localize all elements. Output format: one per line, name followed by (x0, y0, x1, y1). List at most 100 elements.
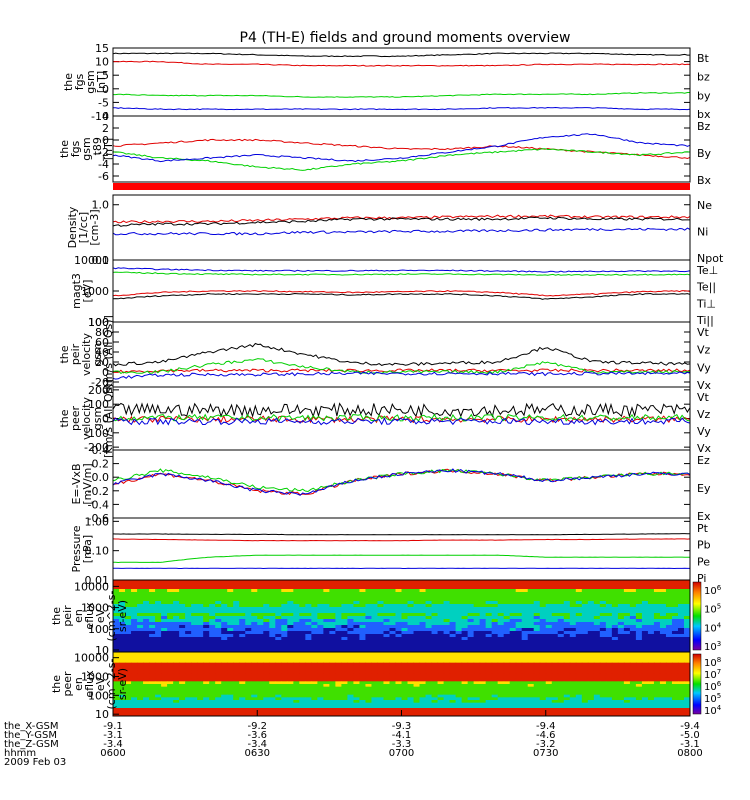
spectrogram-cell (671, 637, 679, 641)
spectrogram-cell (515, 619, 523, 623)
spectrogram-cell (149, 668, 156, 672)
spectrogram-cell (173, 583, 180, 587)
legend-Vt: Vt (697, 391, 710, 404)
x-row-label: the_Z-GSM (4, 739, 59, 750)
spectrogram-cell (413, 601, 421, 605)
spectrogram-cell (149, 613, 156, 617)
spectrogram-cell (233, 646, 240, 650)
spectrogram-cell (179, 652, 186, 656)
spectrogram-cell (671, 589, 679, 593)
spectrogram-cell (401, 676, 409, 680)
spectrogram-cell (125, 646, 132, 650)
spectrogram-cell (137, 665, 144, 669)
spectrogram-cell (161, 622, 168, 626)
spectrogram-cell (131, 665, 138, 669)
spectrogram-cell (149, 657, 156, 661)
spectrogram-cell (143, 598, 150, 602)
spectrogram-cell (371, 643, 378, 647)
spectrogram-cell (191, 631, 198, 635)
spectrogram-cell (575, 598, 583, 602)
spectrogram-cell (509, 654, 517, 658)
spectrogram-cell (509, 586, 517, 590)
spectrogram-cell (161, 589, 168, 593)
spectrogram-cell (173, 665, 180, 669)
spectrogram-cell (653, 665, 661, 669)
spectrogram-cell (629, 708, 637, 712)
spectrogram-cell (617, 697, 625, 701)
spectrogram-cell (665, 673, 673, 677)
panel-frame (112, 259, 691, 323)
spectrogram-cell (569, 670, 577, 674)
spectrogram-cell (395, 668, 402, 672)
spectrogram-cell (479, 592, 487, 596)
spectrogram-cell (275, 610, 282, 614)
spectrogram-cell (521, 668, 529, 672)
spectrogram-cell (185, 628, 192, 632)
spectrogram-cell (299, 710, 306, 714)
spectrogram-cell (575, 676, 583, 680)
spectrogram-cell (323, 616, 330, 620)
spectrogram-cell (113, 705, 120, 709)
spectrogram-cell (605, 710, 613, 714)
spectrogram-cell (257, 662, 264, 666)
spectrogram-cell (431, 580, 439, 584)
spectrogram-cell (461, 705, 469, 709)
spectrogram-cell (521, 592, 529, 596)
spectrogram-cell (455, 668, 463, 672)
spectrogram-cell (575, 595, 583, 599)
spectrogram-cell (647, 580, 655, 584)
spectrogram-cell (341, 657, 348, 661)
spectrogram-cell (539, 702, 547, 706)
spectrogram-cell (653, 668, 661, 672)
spectrogram-cell (245, 610, 252, 614)
spectrogram-cell (593, 694, 601, 698)
spectrogram-cell (521, 637, 529, 641)
spectrogram-cell (131, 662, 138, 666)
spectrogram-cell (149, 631, 156, 635)
spectrogram-cell (419, 634, 427, 638)
spectrogram-cell (407, 676, 415, 680)
spectrogram-cell (659, 708, 667, 712)
spectrogram-cell (593, 654, 601, 658)
spectrogram-cell (317, 705, 324, 709)
spectrogram-cell (137, 654, 144, 658)
spectrogram-cell (257, 697, 264, 701)
spectrogram-cell (167, 652, 174, 656)
spectrogram-cell (437, 694, 445, 698)
spectrogram-cell (455, 705, 463, 709)
spectrogram-cell (155, 652, 162, 656)
spectrogram-cell (185, 670, 192, 674)
spectrogram-cell (647, 662, 655, 666)
spectrogram-cell (221, 619, 228, 623)
spectrogram-cell (347, 583, 354, 587)
spectrogram-cell (443, 692, 451, 696)
spectrogram-cell (149, 676, 156, 680)
spectrogram-cell (389, 652, 396, 656)
spectrogram-cell (557, 670, 565, 674)
spectrogram-cell (287, 665, 294, 669)
spectrogram-cell (317, 598, 324, 602)
spectrogram-cell (431, 684, 439, 688)
spectrogram-cell (335, 689, 342, 693)
spectrogram-cell (209, 670, 216, 674)
spectrogram-cell (413, 619, 421, 623)
spectrogram-cell (545, 697, 553, 701)
spectrogram-cell (155, 589, 162, 593)
spectrogram-cell (659, 601, 667, 605)
spectrogram-cell (551, 598, 559, 602)
spectrogram-cell (545, 601, 553, 605)
spectrogram-cell (257, 649, 264, 653)
spectrogram-cell (401, 583, 409, 587)
spectrogram-cell (251, 713, 258, 717)
spectrogram-cell (623, 657, 631, 661)
spectrogram-cell (425, 678, 433, 682)
spectrogram-cell (641, 665, 649, 669)
spectrogram-cell (209, 619, 216, 623)
spectrogram-cell (281, 702, 288, 706)
spectrogram-cell (647, 634, 655, 638)
spectrogram-cell (275, 637, 282, 641)
spectrogram-cell (605, 668, 613, 672)
spectrogram-cell (119, 708, 126, 712)
spectrogram-cell (677, 652, 685, 656)
spectrogram-cell (593, 702, 601, 706)
